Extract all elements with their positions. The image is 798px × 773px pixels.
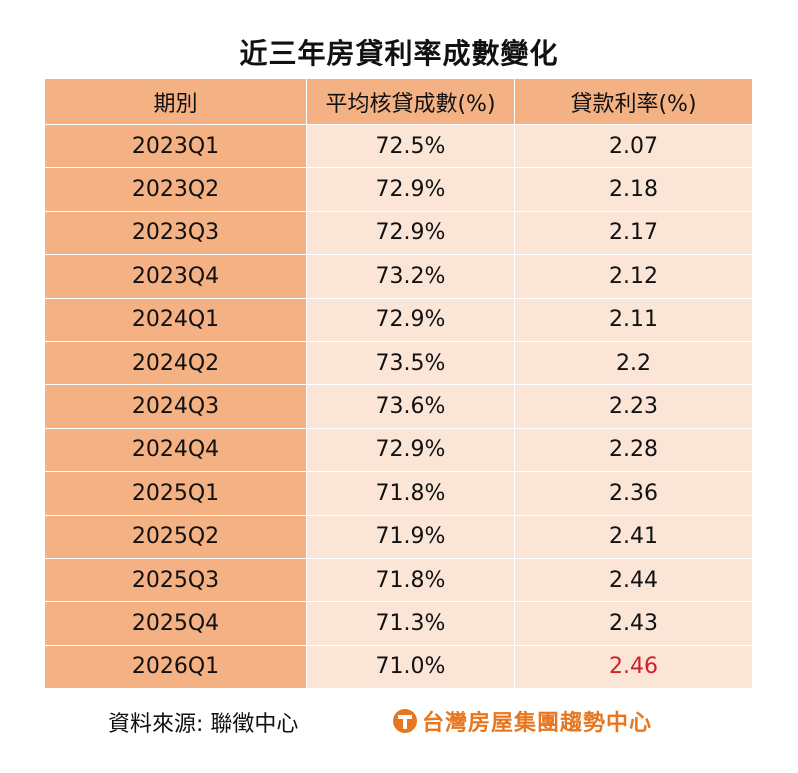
page-title: 近三年房貸利率成數變化 — [239, 37, 559, 70]
source-note: 資料來源: 聯徵中心 — [108, 712, 299, 737]
ratio-cell: 73.6% — [306, 384, 515, 429]
rate-cell: 2.44 — [514, 557, 753, 603]
rate-cell: 2.23 — [514, 384, 753, 429]
rate-ratio-table: 期別 平均核貸成數(%) 貸款利率(%) 2023Q1 72.5% 2.07 2023… — [44, 78, 753, 690]
period-cell: 2023Q1 — [44, 123, 307, 169]
rate-cell: 2.41 — [514, 514, 753, 559]
ratio-cell: 71.8% — [306, 471, 515, 516]
ratio-cell: 71.3% — [306, 601, 515, 646]
rate-cell: 2.36 — [514, 471, 753, 516]
column-header-ratio: 平均核貸成數(%) — [306, 78, 515, 125]
rate-cell: 2.2 — [514, 340, 753, 386]
table-row: 2023Q3 72.9% 2.17 — [44, 210, 753, 256]
ratio-cell: 72.9% — [306, 210, 515, 256]
period-cell: 2025Q2 — [44, 514, 307, 559]
rate-cell: 2.28 — [514, 427, 753, 473]
rate-cell: 2.11 — [514, 297, 753, 342]
ratio-cell: 71.0% — [306, 644, 515, 690]
rate-cell: 2.07 — [514, 123, 753, 169]
taiwan-house-logo-icon — [393, 709, 417, 733]
ratio-cell: 71.9% — [306, 514, 515, 559]
period-cell: 2025Q4 — [44, 601, 307, 646]
table-row: 2025Q2 71.9% 2.41 — [44, 514, 753, 559]
brand-name: 台灣房屋集團趨勢中心 — [422, 711, 653, 736]
rate-cell: 2.18 — [514, 167, 753, 212]
rate-cell: 2.17 — [514, 210, 753, 256]
table-row: 2026Q1 71.0% 2.46 — [44, 644, 753, 690]
period-cell: 2023Q3 — [44, 210, 307, 256]
table-row: 2023Q2 72.9% 2.18 — [44, 167, 753, 212]
table-row: 2023Q4 73.2% 2.12 — [44, 254, 753, 299]
ratio-cell: 73.2% — [306, 254, 515, 299]
ratio-cell: 72.9% — [306, 297, 515, 342]
table-row: 2024Q4 72.9% 2.28 — [44, 427, 753, 473]
period-cell: 2024Q2 — [44, 340, 307, 386]
period-cell: 2024Q3 — [44, 384, 307, 429]
ratio-cell: 71.8% — [306, 557, 515, 603]
period-cell: 2024Q4 — [44, 427, 307, 473]
period-cell: 2023Q2 — [44, 167, 307, 212]
period-cell: 2025Q1 — [44, 471, 307, 516]
table-row: 2023Q1 72.5% 2.07 — [44, 123, 753, 169]
table-row: 2025Q4 71.3% 2.43 — [44, 601, 753, 646]
brand-logo-block: 台灣房屋集團趨勢中心 — [392, 706, 652, 736]
period-cell: 2024Q1 — [44, 297, 307, 342]
table-row: 2024Q3 73.6% 2.23 — [44, 384, 753, 429]
column-header-rate: 貸款利率(%) — [514, 78, 753, 125]
ratio-cell: 72.5% — [306, 123, 515, 169]
rate-cell: 2.12 — [514, 254, 753, 299]
ratio-cell: 72.9% — [306, 167, 515, 212]
table-row: 2024Q1 72.9% 2.11 — [44, 297, 753, 342]
table-row: 2025Q3 71.8% 2.44 — [44, 557, 753, 603]
period-cell: 2026Q1 — [44, 644, 307, 690]
period-cell: 2025Q3 — [44, 557, 307, 603]
period-cell: 2023Q4 — [44, 254, 307, 299]
ratio-cell: 72.9% — [306, 427, 515, 473]
rate-cell: 2.46 — [514, 644, 753, 690]
table-row: 2025Q1 71.8% 2.36 — [44, 471, 753, 516]
table-header-row: 期別 平均核貸成數(%) 貸款利率(%) — [44, 78, 753, 125]
column-header-period: 期別 — [44, 78, 307, 125]
rate-cell: 2.43 — [514, 601, 753, 646]
ratio-cell: 73.5% — [306, 340, 515, 386]
table-row: 2024Q2 73.5% 2.2 — [44, 340, 753, 386]
